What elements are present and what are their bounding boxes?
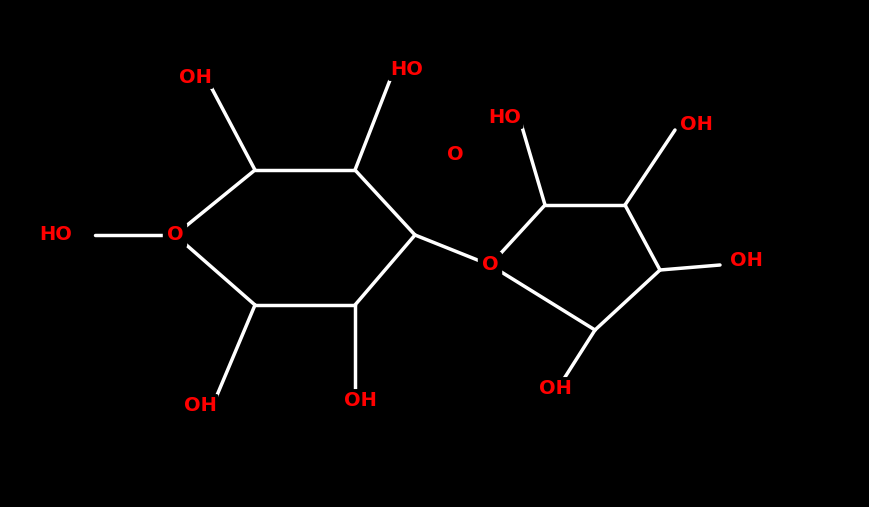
Text: OH: OH: [178, 68, 211, 87]
Text: HO: HO: [39, 226, 72, 244]
Text: O: O: [447, 146, 463, 164]
Text: O: O: [481, 256, 498, 274]
Text: OH: OH: [343, 391, 376, 410]
Text: OH: OH: [539, 379, 572, 398]
Text: OH: OH: [730, 250, 763, 270]
Text: HO: HO: [390, 60, 423, 79]
Text: HO: HO: [488, 108, 521, 127]
Text: OH: OH: [183, 396, 216, 415]
Text: OH: OH: [680, 115, 713, 134]
Text: O: O: [167, 226, 183, 244]
